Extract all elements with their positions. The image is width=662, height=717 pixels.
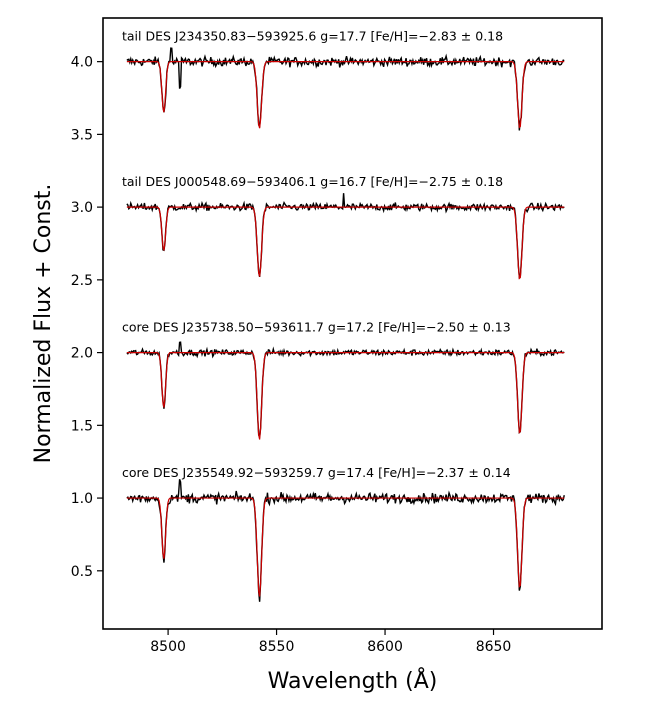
spectrum-label: core DES J235738.50−593611.7 g=17.2 [Fe/… [122,320,511,335]
x-tick-label: 8550 [259,639,295,655]
observed-spectrum-line [126,47,565,131]
y-axis-label: Normalized Flux + Const. [31,184,56,464]
spectrum-2: tail DES J000548.69−593406.1 g=16.7 [Fe/… [122,174,565,280]
model-fit-line [126,497,565,597]
observed-spectrum-line [126,479,565,602]
y-tick-label: 4.0 [71,55,93,71]
y-tick-label: 1.5 [71,418,93,434]
y-tick-label: 2.5 [71,273,93,289]
ticks-layer: 8500 8550 8600 8650 0.5 1.0 1.5 2.0 2.5 3.0 3.5 4.0 [71,55,512,655]
x-axis-label: Wavelength (Å) [268,667,438,694]
model-fit-line [126,206,565,280]
y-tick-label: 3.5 [71,127,93,143]
data-layer: tail DES J234350.83−593925.6 g=17.7 [Fe/… [122,29,565,602]
x-tick-label: 8600 [367,639,403,655]
spectrum-label: tail DES J234350.83−593925.6 g=17.7 [Fe/… [122,29,503,44]
y-tick-label: 3.0 [71,200,93,216]
spectrum-label: core DES J235549.92−593259.7 g=17.4 [Fe/… [122,465,511,480]
spectrum-4: core DES J235549.92−593259.7 g=17.4 [Fe/… [122,465,565,602]
observed-spectrum-line [126,193,565,279]
spectrum-label: tail DES J000548.69−593406.1 g=16.7 [Fe/… [122,174,503,189]
spectrum-3: core DES J235738.50−593611.7 g=17.2 [Fe/… [122,320,565,440]
y-tick-label: 0.5 [71,564,93,580]
y-tick-label: 2.0 [71,346,93,362]
spectrum-1: tail DES J234350.83−593925.6 g=17.7 [Fe/… [122,29,565,131]
model-fit-line [126,61,565,129]
observed-spectrum-line [126,341,565,438]
x-tick-label: 8500 [150,639,186,655]
y-tick-label: 1.0 [71,491,93,507]
x-tick-label: 8650 [476,639,512,655]
plot-frame [102,17,603,630]
model-fit-line [126,352,565,440]
